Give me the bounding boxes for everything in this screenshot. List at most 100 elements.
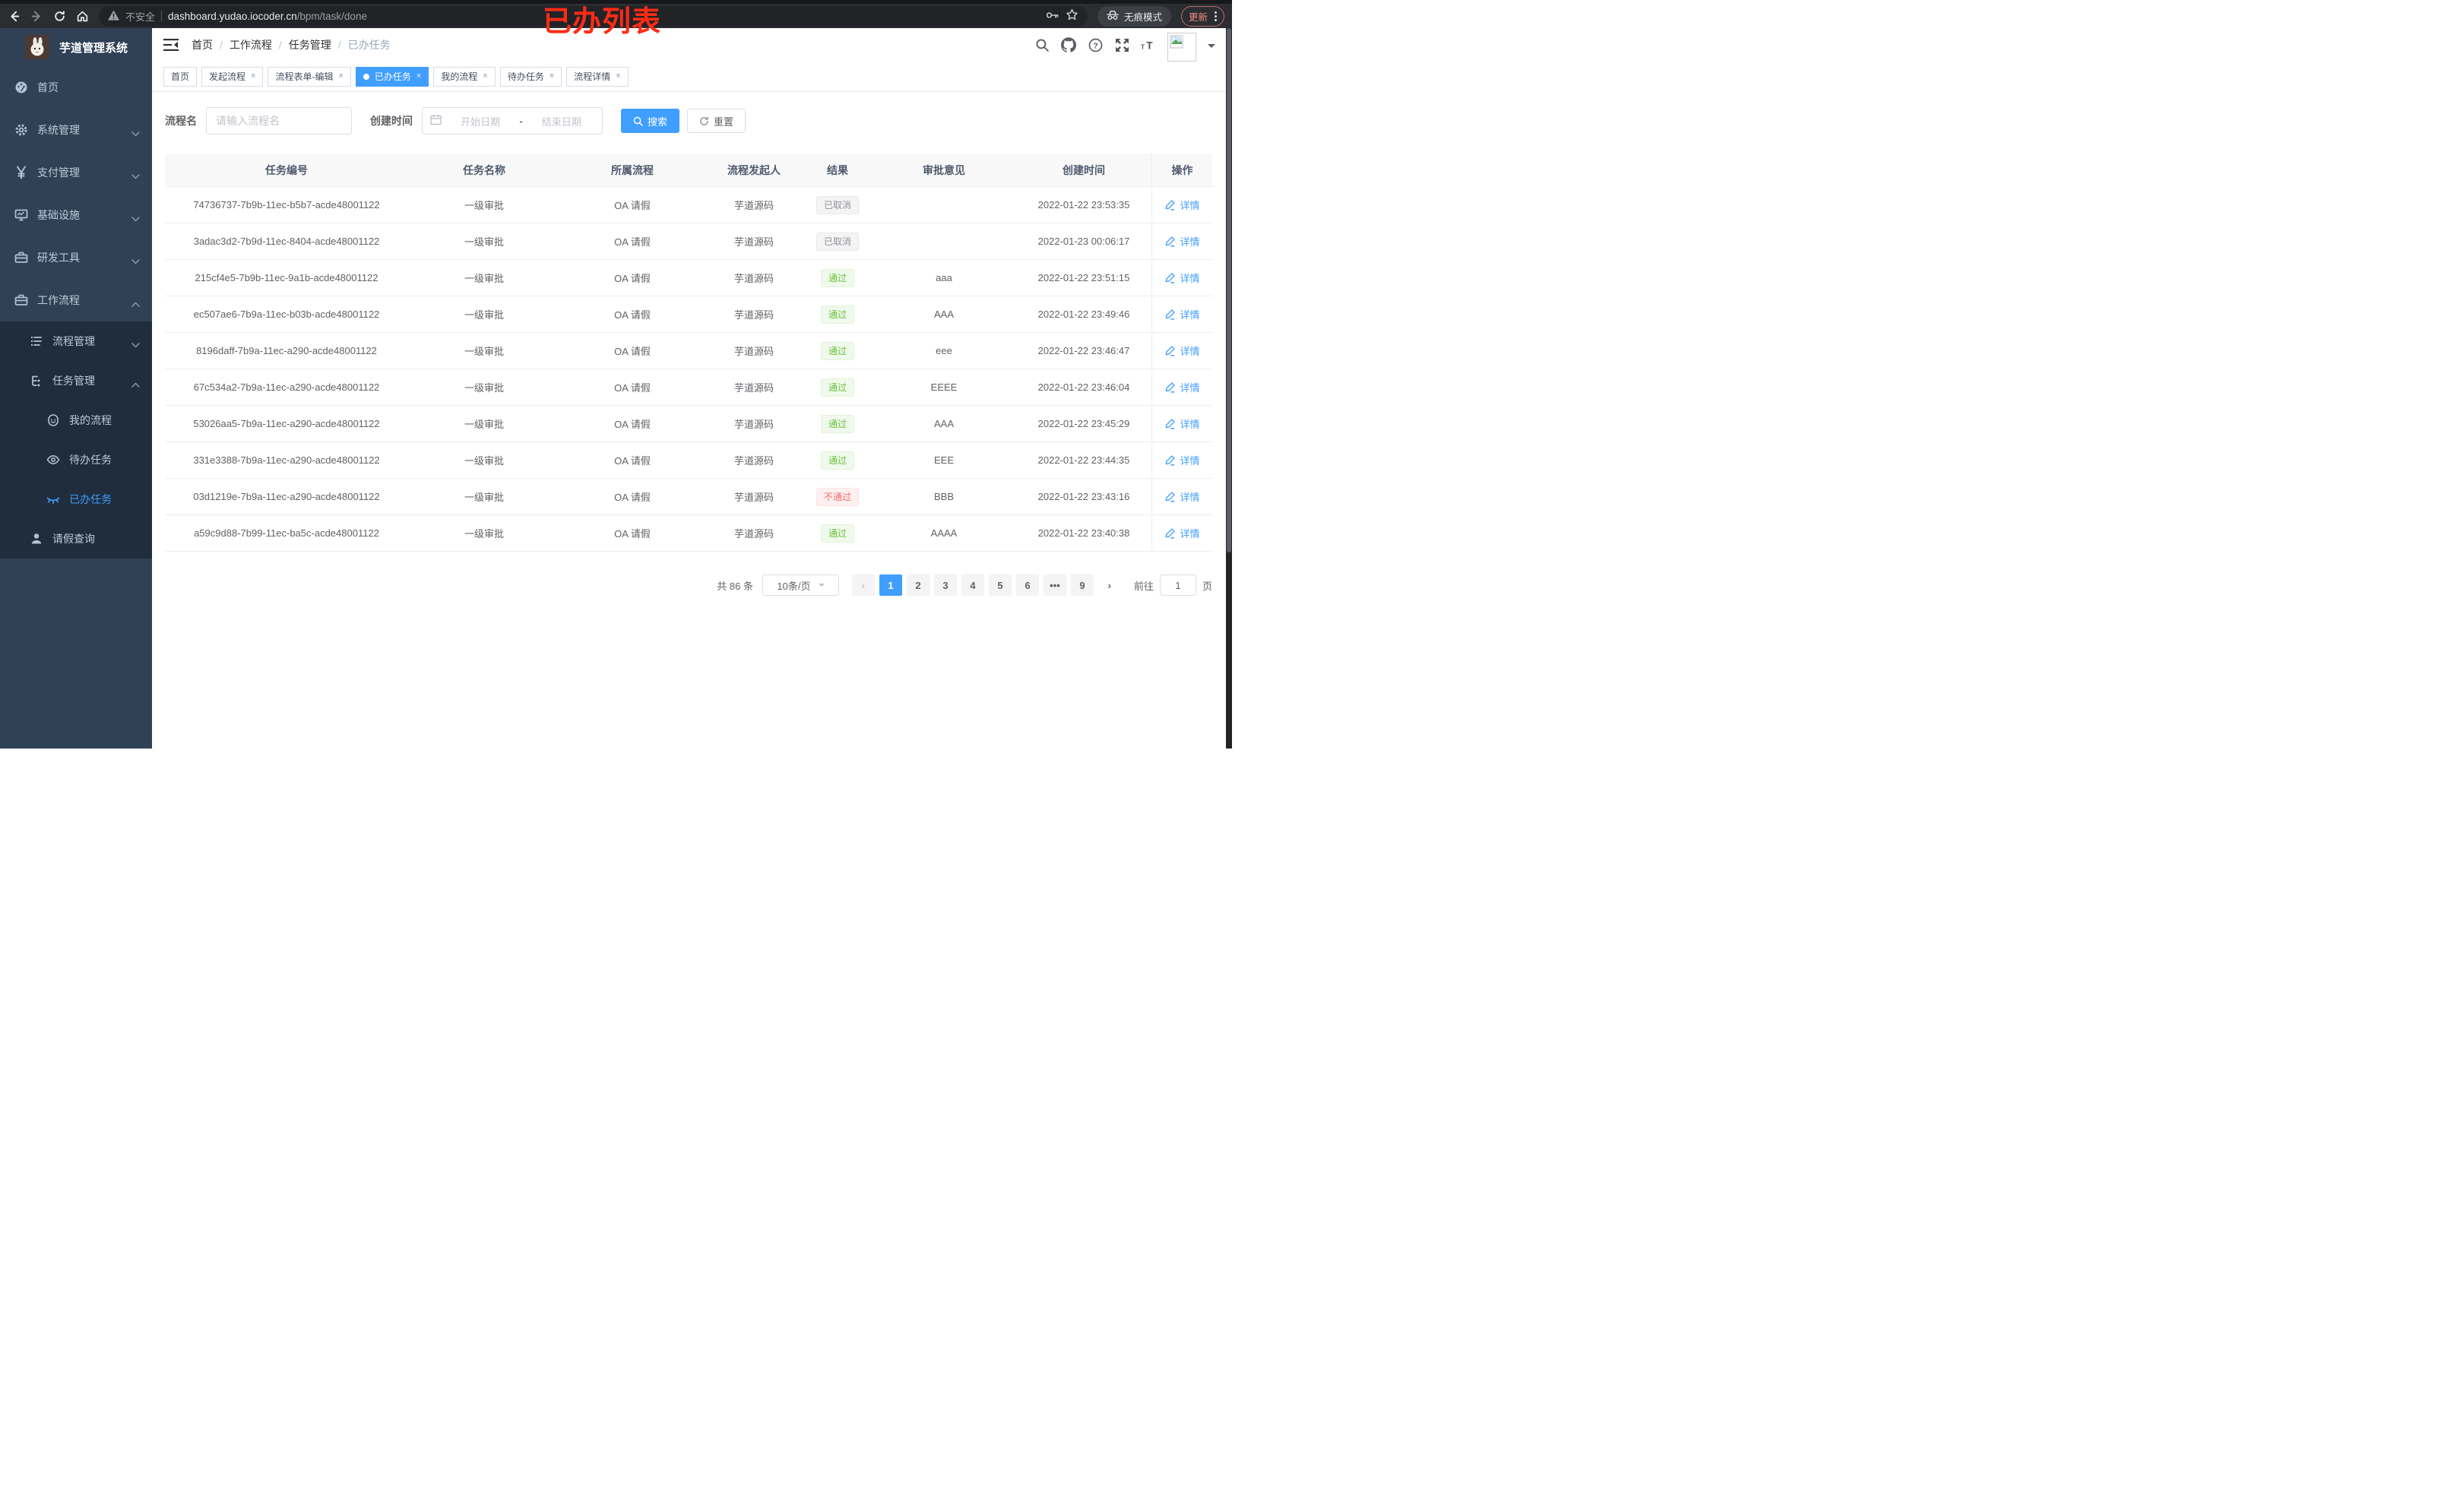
date-range-picker[interactable]: 开始日期 - 结束日期 <box>422 107 603 135</box>
tab-close-icon[interactable]: × <box>251 71 256 81</box>
created-time-cell: 2022-01-22 23:43:16 <box>1037 491 1130 502</box>
date-start-placeholder: 开始日期 <box>461 116 501 128</box>
collapse-sidebar-icon[interactable] <box>163 38 179 52</box>
search-button[interactable]: 搜索 <box>621 109 680 133</box>
search-icon[interactable] <box>1034 37 1050 52</box>
tab-我的流程[interactable]: 我的流程 × <box>433 66 496 87</box>
process-cell: OA 请假 <box>614 273 651 284</box>
sidebar: 芋道管理系统 首页 系统管理 支付管理 基础设施 研发工具工作流程流程管理 任务管理 我的流… <box>0 28 152 748</box>
eye-icon <box>46 453 60 467</box>
warning-icon <box>108 9 119 23</box>
detail-link[interactable]: 详情 <box>1164 526 1200 540</box>
sidebar-item-submenu-0[interactable]: 流程管理 <box>0 321 152 361</box>
tab-已办任务[interactable]: 已办任务 × <box>355 66 429 87</box>
sidebar-item-submenu-1[interactable]: 任务管理 <box>0 361 152 400</box>
starter-cell: 芋道源码 <box>733 346 774 357</box>
tab-待办任务[interactable]: 待办任务 × <box>499 66 562 87</box>
task-name-cell: 一级审批 <box>464 236 504 248</box>
chevron-down-icon <box>131 338 140 350</box>
pager-next-button[interactable]: › <box>1107 579 1112 591</box>
sidebar-item-menu-3[interactable]: 基础设施 <box>0 194 152 236</box>
breadcrumb-item[interactable]: 首页 <box>192 39 213 51</box>
tab-close-icon[interactable]: × <box>616 71 621 81</box>
column-header: 结果 <box>827 163 848 176</box>
sidebar-item-menu-0[interactable]: 首页 <box>0 66 152 109</box>
tab-流程表单-编辑[interactable]: 流程表单-编辑 × <box>268 66 351 87</box>
page-scrollbar[interactable] <box>1226 28 1232 748</box>
pager-page-2[interactable]: 2 <box>906 574 930 596</box>
tab-流程详情[interactable]: 流程详情 × <box>566 66 629 87</box>
github-icon[interactable] <box>1061 37 1076 52</box>
sidebar-item-label: 请假查询 <box>52 533 95 545</box>
sidebar-item-menu-1[interactable]: 系统管理 <box>0 109 152 151</box>
help-icon[interactable]: ? <box>1088 37 1103 52</box>
task-name-cell: 一级审批 <box>464 346 504 357</box>
comment-cell: AAAA <box>930 527 958 539</box>
breadcrumb-item[interactable]: 任务管理 <box>288 39 331 51</box>
breadcrumb-separator: / <box>220 39 223 51</box>
sidebar-item-menu-2[interactable]: 支付管理 <box>0 151 152 194</box>
sidebar-item-label: 工作流程 <box>37 294 80 306</box>
fullscreen-icon[interactable] <box>1114 37 1129 52</box>
reset-button[interactable]: 重置 <box>687 109 746 133</box>
pager-page-5[interactable]: 5 <box>988 574 1012 596</box>
tab-close-icon[interactable]: × <box>483 71 488 81</box>
monitor-icon <box>14 208 28 222</box>
tab-close-icon[interactable]: × <box>338 71 344 81</box>
browser-reload-icon[interactable] <box>53 10 66 23</box>
pager-page-1[interactable]: 1 <box>879 574 902 596</box>
page-scrollbar-thumb[interactable] <box>1227 28 1231 552</box>
column-header: 审批意见 <box>923 163 965 176</box>
operation-cell: 详情 <box>1151 187 1212 223</box>
goto-page-input[interactable] <box>1159 574 1196 596</box>
pager-prev-button[interactable]: ‹ <box>851 574 875 596</box>
detail-link[interactable]: 详情 <box>1164 343 1200 358</box>
tab-首页[interactable]: 首页 <box>163 66 198 87</box>
detail-link[interactable]: 详情 <box>1164 380 1200 394</box>
bookmark-star-icon[interactable] <box>1066 8 1078 24</box>
svg-text:T: T <box>1146 40 1153 51</box>
key-icon[interactable] <box>1046 10 1059 23</box>
edit-pencil-icon <box>1164 345 1176 356</box>
pager-page-3[interactable]: 3 <box>933 574 957 596</box>
detail-link[interactable]: 详情 <box>1164 271 1200 285</box>
process-name-input[interactable] <box>216 115 342 127</box>
task-id-cell: ec507ae6-7b9a-11ec-b03b-acde48001122 <box>193 309 380 320</box>
sidebar-item-submenu-4[interactable]: 已办任务 <box>0 479 152 519</box>
page-size-select[interactable]: 10条/页 <box>762 574 839 596</box>
security-label: 不安全 <box>125 11 156 23</box>
sidebar-item-submenu-5[interactable]: 请假查询 <box>0 519 152 559</box>
sidebar-item-submenu-2[interactable]: 我的流程 <box>0 400 152 440</box>
pager-page-6[interactable]: 6 <box>1015 574 1039 596</box>
detail-link[interactable]: 详情 <box>1164 489 1200 504</box>
sidebar-logo-row[interactable]: 芋道管理系统 <box>0 28 152 66</box>
address-bar[interactable]: 不安全 dashboard.yudao.iocoder.cn/bpm/task/… <box>99 5 1088 27</box>
avatar-caret-icon[interactable] <box>1208 44 1215 52</box>
browser-forward-icon[interactable] <box>30 10 43 23</box>
breadcrumb-item[interactable]: 工作流程 <box>229 39 272 51</box>
avatar[interactable] <box>1167 33 1196 62</box>
sidebar-item-menu-4[interactable]: 研发工具 <box>0 236 152 279</box>
browser-home-icon[interactable] <box>76 10 89 23</box>
sidebar-item-menu-5[interactable]: 工作流程 <box>0 279 152 321</box>
detail-link[interactable]: 详情 <box>1164 307 1200 321</box>
select-caret-icon <box>818 584 825 590</box>
detail-link[interactable]: 详情 <box>1164 234 1200 248</box>
process-name-field[interactable] <box>206 107 352 135</box>
browser-update-button[interactable]: 更新 <box>1180 5 1224 27</box>
tab-发起流程[interactable]: 发起流程 × <box>201 66 264 87</box>
tab-close-icon[interactable]: × <box>549 71 555 81</box>
detail-link[interactable]: 详情 <box>1164 416 1200 431</box>
detail-link[interactable]: 详情 <box>1164 453 1200 467</box>
browser-back-icon[interactable] <box>8 10 21 23</box>
detail-link-label: 详情 <box>1180 273 1200 284</box>
detail-link[interactable]: 详情 <box>1164 198 1200 212</box>
pager-page-4[interactable]: 4 <box>961 574 984 596</box>
pager-page-9[interactable]: 9 <box>1070 574 1094 596</box>
tab-close-icon[interactable]: × <box>416 71 422 81</box>
browser-menu-icon[interactable] <box>1215 11 1217 21</box>
table-row: 331e3388-7b9a-11ec-a290-acde48001122 一级审批… <box>165 442 1212 479</box>
sidebar-item-submenu-3[interactable]: 待办任务 <box>0 440 152 479</box>
